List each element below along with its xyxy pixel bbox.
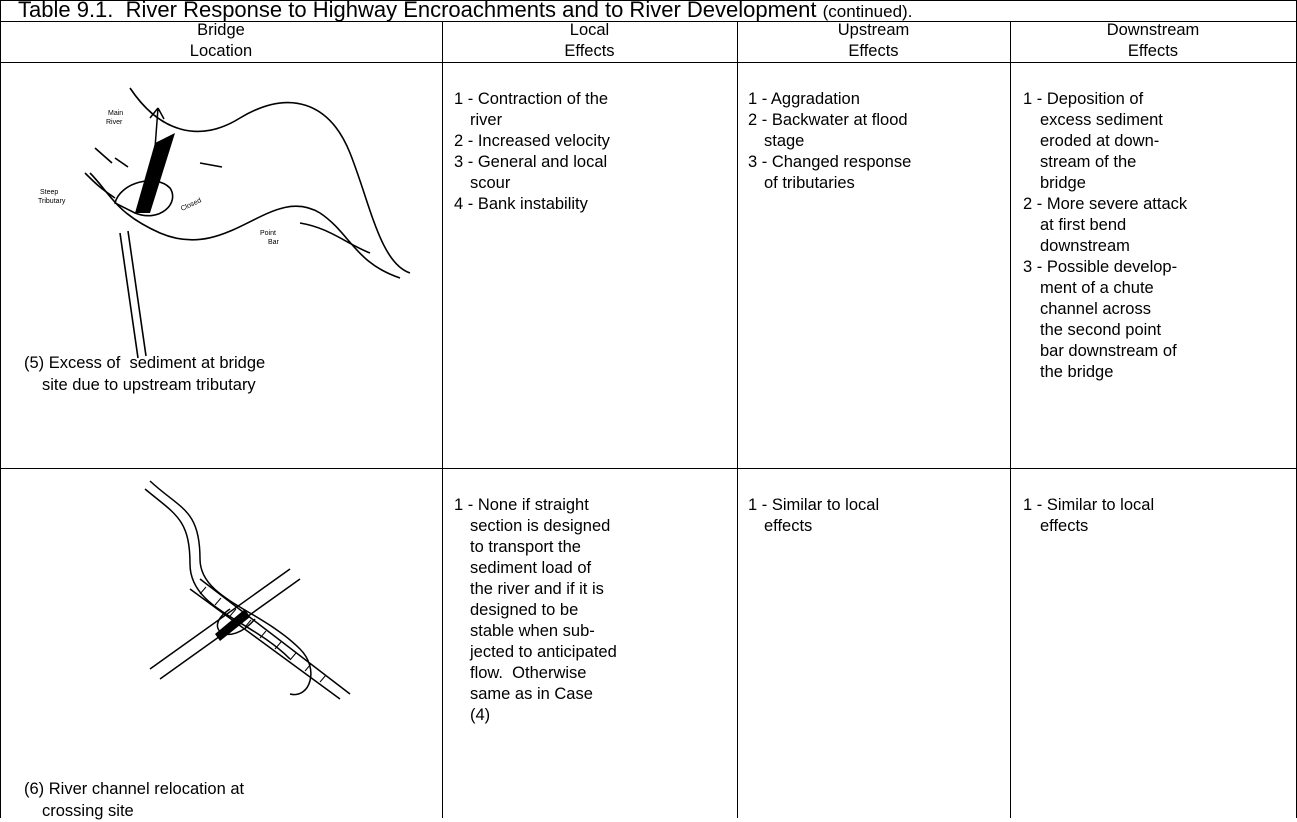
effect-line: bar downstream of bbox=[1040, 341, 1177, 360]
effect-line: 1 - Deposition of bbox=[1023, 89, 1144, 108]
effect-line: section is designed bbox=[470, 516, 611, 535]
column-header: Effects bbox=[848, 42, 899, 60]
effect-line: 3 - Possible develop- bbox=[1023, 257, 1178, 276]
effect-line: jected to anticipated bbox=[470, 642, 617, 661]
sketch-label: Bar bbox=[268, 239, 280, 246]
title-note: (continued). bbox=[822, 2, 913, 21]
effect-line: of tributaries bbox=[764, 173, 855, 192]
case-caption: (5) Excess of sediment at bridge bbox=[24, 354, 266, 372]
effect-line: 1 - None if straight bbox=[454, 495, 589, 514]
sketch-tributary: Main River Steep Tributary Closed Point … bbox=[38, 87, 411, 359]
sketch-label: River bbox=[106, 119, 123, 126]
case-caption: (6) River channel relocation at bbox=[24, 780, 245, 798]
effect-line: eroded at down- bbox=[1040, 131, 1160, 150]
sketch-label: Point bbox=[260, 230, 276, 237]
border bbox=[0, 21, 1297, 22]
border bbox=[1010, 21, 1011, 818]
effect-line: excess sediment bbox=[1040, 110, 1163, 129]
effect-line: stable when sub- bbox=[470, 621, 595, 640]
effect-line: bridge bbox=[1040, 173, 1086, 192]
effect-line: 1 - Aggradation bbox=[748, 89, 860, 108]
effect-line: channel across bbox=[1040, 299, 1151, 318]
effect-line: river bbox=[470, 110, 503, 129]
effect-line: sediment load of bbox=[470, 558, 592, 577]
effect-line: ment of a chute bbox=[1040, 278, 1154, 297]
effect-line: (4) bbox=[470, 705, 491, 724]
column-header: Local bbox=[569, 21, 610, 39]
title-text: Table 9.1. River Response to Highway Enc… bbox=[18, 0, 817, 22]
column-header: Effects bbox=[564, 42, 615, 60]
table-title: Table 9.1. River Response to Highway Enc… bbox=[18, 0, 912, 25]
effect-line: at first bend bbox=[1040, 215, 1127, 234]
effect-line: 2 - Increased velocity bbox=[454, 131, 610, 150]
border bbox=[0, 468, 1297, 469]
sketch-label: Closed bbox=[180, 197, 203, 213]
case-caption: crossing site bbox=[42, 802, 134, 820]
effect-line: scour bbox=[470, 173, 511, 192]
border bbox=[442, 21, 443, 818]
sketch-label: Main bbox=[108, 110, 123, 117]
effect-line: the river and if it is bbox=[470, 579, 604, 598]
column-header: Location bbox=[189, 42, 253, 60]
border bbox=[0, 62, 1297, 63]
effect-line: stage bbox=[764, 131, 805, 150]
effect-line: 2 - Backwater at flood bbox=[748, 110, 908, 129]
effect-line: designed to be bbox=[470, 600, 579, 619]
sketch-relocation bbox=[144, 480, 351, 700]
effect-line: 3 - General and local bbox=[454, 152, 608, 171]
effect-line: effects bbox=[764, 516, 813, 535]
effect-line: 1 - Similar to local bbox=[748, 495, 880, 514]
case-caption: site due to upstream tributary bbox=[42, 376, 256, 394]
column-header: Effects bbox=[1127, 42, 1179, 60]
effect-line: to transport the bbox=[470, 537, 581, 556]
effect-line: 1 - Similar to local bbox=[1023, 495, 1155, 514]
effect-line: the second point bbox=[1040, 320, 1162, 339]
effect-line: 1 - Contraction of the bbox=[454, 89, 609, 108]
effect-line: 2 - More severe attack bbox=[1023, 194, 1188, 213]
effect-line: flow. Otherwise bbox=[470, 663, 587, 682]
sketch-label: Steep bbox=[40, 189, 58, 196]
effect-line: the bridge bbox=[1040, 362, 1114, 381]
column-header: Upstream bbox=[837, 21, 910, 39]
effect-line: same as in Case bbox=[470, 684, 593, 703]
border bbox=[0, 0, 1297, 1]
effect-line: 4 - Bank instability bbox=[454, 194, 588, 213]
effect-line: downstream bbox=[1040, 236, 1130, 255]
sketch-label: Tributary bbox=[38, 198, 66, 205]
effect-line: 3 - Changed response bbox=[748, 152, 912, 171]
column-header: Bridge bbox=[197, 21, 245, 39]
border bbox=[0, 0, 1, 818]
border bbox=[737, 21, 738, 818]
effect-line: stream of the bbox=[1040, 152, 1137, 171]
effect-line: effects bbox=[1040, 516, 1089, 535]
column-header: Downstream bbox=[1106, 21, 1200, 39]
